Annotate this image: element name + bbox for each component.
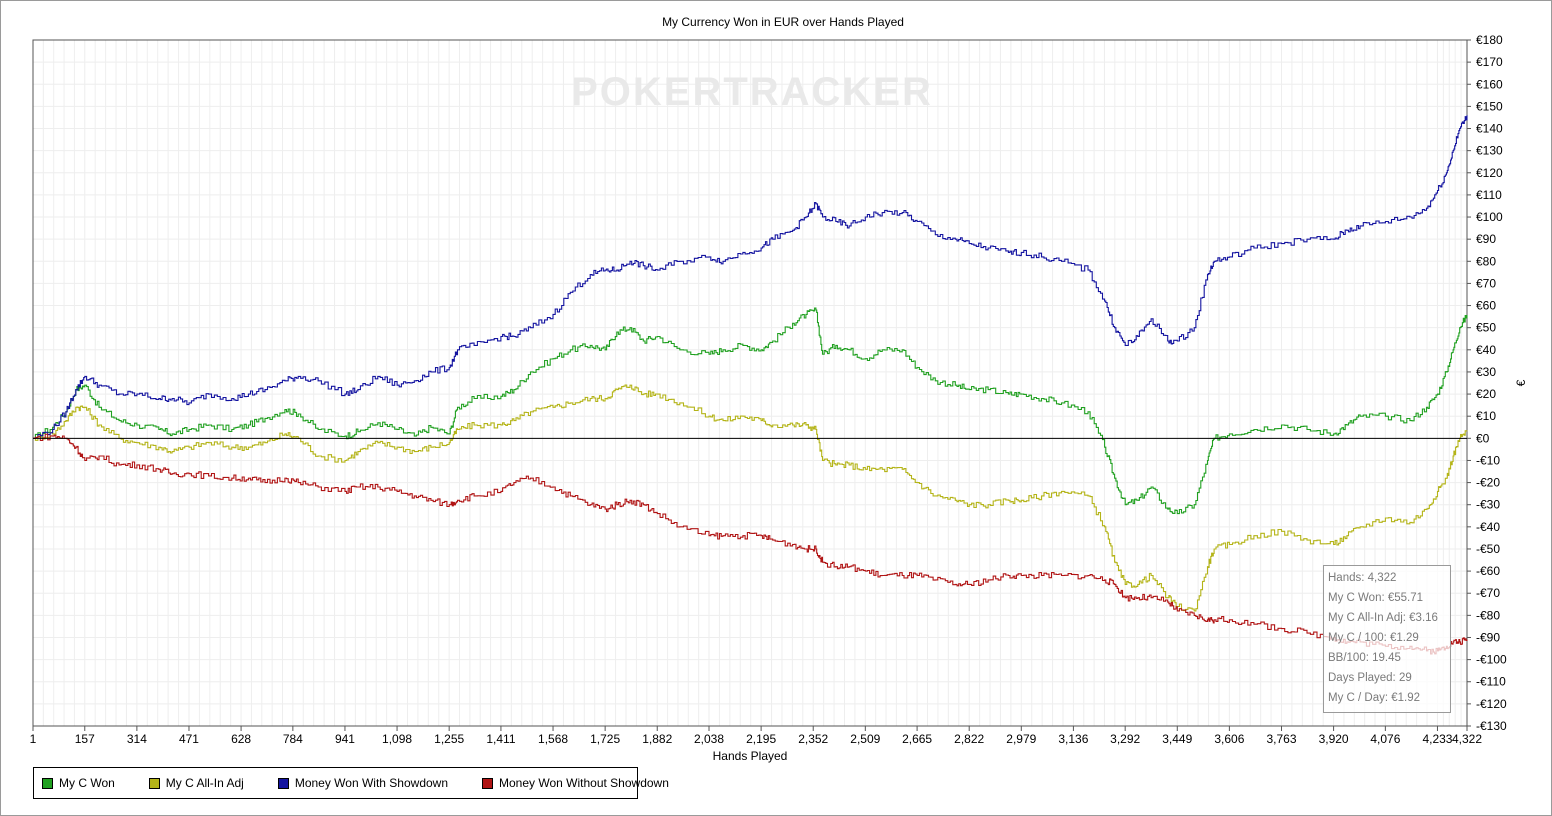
x-tick-label: 1,411 <box>486 732 515 746</box>
legend-label: Money Won With Showdown <box>294 776 449 790</box>
y-tick-label: -€40 <box>1476 520 1500 534</box>
series-line-1 <box>33 384 1468 612</box>
tooltip-line: My C / 100: €1.29 <box>1328 632 1419 644</box>
y-tick-label: €140 <box>1476 122 1503 136</box>
plot-area <box>32 39 1468 727</box>
series-line-2 <box>33 115 1468 439</box>
y-tick-label: -€110 <box>1476 675 1506 689</box>
legend-label: My C All-In Adj <box>165 776 244 790</box>
tooltip-line: Hands: 4,322 <box>1328 572 1397 584</box>
x-tick-label: 941 <box>335 732 355 746</box>
y-tick-label: €100 <box>1476 210 1503 224</box>
legend: My C Won My C All-In Adj Money Won With Sh… <box>33 767 669 799</box>
legend-label: My C Won <box>59 776 115 790</box>
legend-swatch <box>277 777 289 789</box>
y-tick-label: -€80 <box>1476 608 1500 622</box>
x-tick-label: 784 <box>283 732 303 746</box>
y-tick-label: €0 <box>1476 431 1490 445</box>
x-tick-label: 2,665 <box>902 732 932 746</box>
y-tick-label: €30 <box>1476 365 1496 379</box>
y-tick-label: -€100 <box>1476 653 1507 667</box>
series-line-0 <box>33 307 1468 515</box>
y-tick-label: -€130 <box>1476 719 1507 733</box>
legend-swatch <box>148 777 160 789</box>
tooltip-line: My C Won: €55.71 <box>1328 592 1424 604</box>
x-tick-label: 157 <box>75 732 95 746</box>
x-tick-label: 2,195 <box>746 732 776 746</box>
x-tick-label: 2,822 <box>954 732 984 746</box>
y-tick-label: -€50 <box>1476 542 1500 556</box>
y-tick-label: €90 <box>1476 232 1496 246</box>
x-tick-label: 2,979 <box>1006 732 1036 746</box>
x-tick-label: 3,449 <box>1162 732 1192 746</box>
y-tick-label: -€120 <box>1476 697 1507 711</box>
tooltip-line: My C / Day: €1.92 <box>1328 692 1421 704</box>
y-tick-label: €50 <box>1476 321 1496 335</box>
x-tick-label: 2,038 <box>694 732 724 746</box>
y-tick-label: -€70 <box>1476 586 1500 600</box>
x-tick-label: 2,352 <box>798 732 828 746</box>
x-tick-label: 314 <box>127 732 147 746</box>
x-tick-label: 4,233 <box>1422 732 1452 746</box>
x-tick-label: 1,098 <box>382 732 412 746</box>
x-tick-label: 1 <box>30 732 37 746</box>
y-tick-label: €70 <box>1476 276 1496 290</box>
x-tick-label: 3,763 <box>1266 732 1296 746</box>
y-tick-label: €150 <box>1476 99 1503 113</box>
watermark: POKERTRACKER <box>571 70 933 114</box>
y-tick-label: €130 <box>1476 144 1503 158</box>
x-tick-label: 4,322 <box>1452 732 1482 746</box>
tooltip-line: BB/100: 19.45 <box>1328 652 1401 664</box>
legend-entry: My C Won <box>42 776 115 790</box>
chart-title: My Currency Won in EUR over Hands Played <box>662 15 904 29</box>
tooltip-line: Days Played: 29 <box>1328 672 1412 684</box>
x-tick-label: 4,076 <box>1370 732 1400 746</box>
x-tick-label: 2,509 <box>850 732 880 746</box>
y-tick-label: €160 <box>1476 77 1503 91</box>
y-axis-label: € <box>1514 379 1528 386</box>
y-tick-label: €110 <box>1476 188 1502 202</box>
legend-swatch <box>482 777 494 789</box>
legend-swatch <box>42 777 53 789</box>
y-tick-label: -€10 <box>1476 453 1500 467</box>
x-axis-label: Hands Played <box>713 749 788 763</box>
y-tick-label: €120 <box>1476 166 1503 180</box>
x-tick-label: 1,568 <box>538 732 568 746</box>
y-tick-label: €180 <box>1476 33 1503 47</box>
x-tick-label: 3,136 <box>1058 732 1088 746</box>
legend-entry: Money Won With Showdown <box>277 776 449 790</box>
x-tick-label: 3,606 <box>1214 732 1244 746</box>
y-tick-label: €170 <box>1476 55 1503 69</box>
series-line-3 <box>33 433 1468 655</box>
y-tick-label: €80 <box>1476 254 1496 268</box>
x-tick-label: 1,255 <box>434 732 464 746</box>
tooltip-panel: Hands: 4,322 My C Won: €55.71 My C All-In … <box>1323 565 1451 713</box>
x-tick-label: 1,725 <box>590 732 620 746</box>
y-tick-label: €40 <box>1476 343 1496 357</box>
x-tick-label: 471 <box>179 732 199 746</box>
legend-label: Money Won Without Showdown <box>499 776 669 790</box>
x-tick-label: 3,292 <box>1110 732 1140 746</box>
x-tick-label: 3,920 <box>1319 732 1349 746</box>
tooltip-line: My C All-In Adj: €3.16 <box>1328 612 1438 624</box>
x-tick-label: 628 <box>231 732 251 746</box>
x-tick-label: 1,882 <box>642 732 672 746</box>
legend-entry: My C All-In Adj <box>148 776 244 790</box>
y-tick-label: €60 <box>1476 299 1496 313</box>
y-tick-label: -€60 <box>1476 564 1500 578</box>
y-tick-label: €10 <box>1476 409 1496 423</box>
y-tick-label: -€30 <box>1476 498 1500 512</box>
y-tick-label: €20 <box>1476 387 1496 401</box>
y-tick-label: -€90 <box>1476 630 1500 644</box>
legend-entry: Money Won Without Showdown <box>482 776 669 790</box>
y-tick-label: -€20 <box>1476 476 1500 490</box>
